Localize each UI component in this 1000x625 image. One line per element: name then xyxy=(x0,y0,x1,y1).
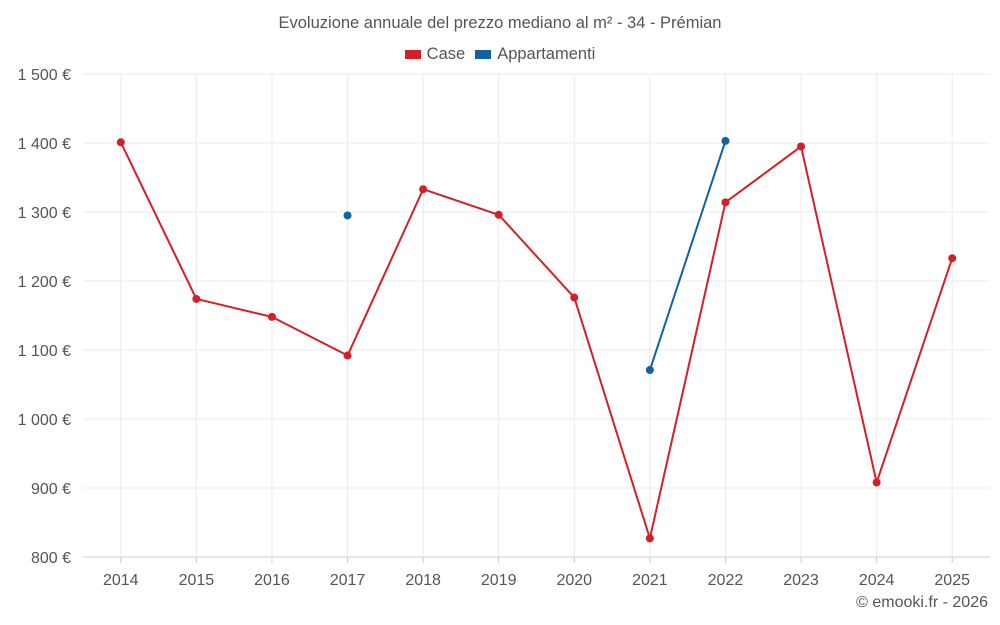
x-tick-label: 2016 xyxy=(254,572,290,589)
series-line-case xyxy=(119,141,954,540)
data-point-case-2016 xyxy=(267,312,276,321)
y-tick-label: 900 € xyxy=(31,481,71,498)
data-point-case-2021 xyxy=(645,534,654,543)
data-point-case-2020 xyxy=(570,293,579,302)
x-tick-label: 2014 xyxy=(103,572,139,589)
x-tick-label: 2015 xyxy=(179,572,215,589)
legend-label-case: Case xyxy=(426,45,466,63)
data-point-case-2015 xyxy=(192,294,201,303)
chart-legend: Case Appartamenti xyxy=(0,45,1000,64)
y-tick-label: 1 200 € xyxy=(18,274,71,291)
data-point-appartamenti-2017 xyxy=(343,211,352,220)
series-line-appartamenti xyxy=(648,140,727,371)
x-tick-label: 2025 xyxy=(934,572,970,589)
data-point-case-2022 xyxy=(721,198,730,207)
x-tick-label: 2024 xyxy=(859,572,895,589)
y-tick-label: 1 000 € xyxy=(18,412,71,429)
data-point-case-2017 xyxy=(343,351,352,360)
y-tick-label: 1 300 € xyxy=(18,205,71,222)
data-point-appartamenti-2022 xyxy=(721,136,730,145)
legend-swatch-appartamenti xyxy=(475,50,492,59)
y-tick-label: 1 500 € xyxy=(18,67,71,84)
data-point-appartamenti-2021 xyxy=(645,366,654,375)
x-tick-label: 2022 xyxy=(708,572,744,589)
legend-swatch-case xyxy=(404,50,421,59)
x-tick-label: 2017 xyxy=(330,572,366,589)
x-tick-label: 2021 xyxy=(632,572,668,589)
y-tick-label: 1 400 € xyxy=(18,136,71,153)
y-tick-label: 1 100 € xyxy=(18,343,71,360)
x-tick-label: 2018 xyxy=(405,572,441,589)
data-point-case-2018 xyxy=(419,185,428,194)
legend-label-appartamenti: Appartamenti xyxy=(497,45,596,63)
data-point-case-2014 xyxy=(116,138,125,147)
data-point-case-2025 xyxy=(948,254,957,263)
data-point-case-2024 xyxy=(872,478,881,487)
data-point-case-2019 xyxy=(494,210,503,219)
x-tick-label: 2020 xyxy=(556,572,592,589)
x-tick-label: 2023 xyxy=(783,572,819,589)
chart-title: Evoluzione annuale del prezzo mediano al… xyxy=(278,14,722,32)
credit-text: © emooki.fr - 2026 xyxy=(856,594,988,611)
legend-item-case[interactable]: Case xyxy=(404,45,466,64)
data-point-case-2023 xyxy=(797,142,806,151)
x-tick-label: 2019 xyxy=(481,572,517,589)
y-tick-label: 800 € xyxy=(31,550,71,567)
legend-item-appartamenti[interactable]: Appartamenti xyxy=(475,45,595,64)
